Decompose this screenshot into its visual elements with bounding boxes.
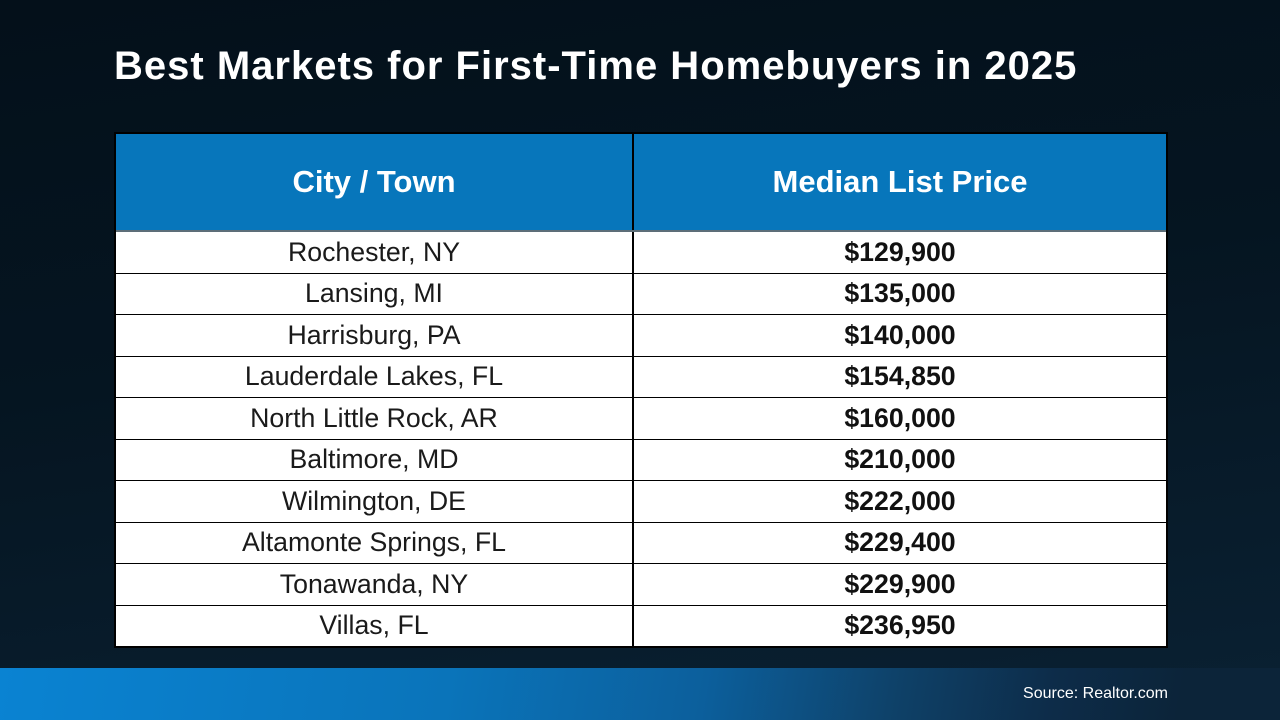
city-cell: Lauderdale Lakes, FL: [116, 356, 634, 397]
price-cell: $140,000: [844, 319, 956, 350]
table-row: Baltimore, MD $210,000: [116, 439, 1166, 481]
table-row: Tonawanda, NY $229,900: [116, 564, 1166, 606]
table-row: Altamonte Springs, FL $229,400: [116, 522, 1166, 564]
city-cell: Villas, FL: [116, 605, 634, 646]
column-header-city: City / Town: [116, 134, 634, 230]
city-cell: Baltimore, MD: [116, 439, 634, 480]
price-cell: $154,850: [844, 361, 956, 392]
city-cell: North Little Rock, AR: [116, 398, 634, 439]
price-cell: $129,900: [844, 236, 956, 267]
table-body: Rochester, NY $129,900 Lansing, MI $135,…: [116, 232, 1166, 646]
price-cell: $236,950: [844, 610, 956, 641]
price-cell: $222,000: [844, 485, 956, 516]
source-text: Source: Realtor.com: [1023, 685, 1168, 702]
table-row: Wilmington, DE $222,000: [116, 481, 1166, 523]
table-header-row: City / Town Median List Price: [116, 134, 1166, 232]
city-cell: Altamonte Springs, FL: [116, 522, 634, 563]
markets-table: City / Town Median List Price Rochester,…: [114, 132, 1168, 648]
page-title: Best Markets for First-Time Homebuyers i…: [114, 44, 1078, 88]
price-cell: $229,900: [844, 568, 956, 599]
city-cell: Tonawanda, NY: [116, 564, 634, 605]
table-row: Lauderdale Lakes, FL $154,850: [116, 356, 1166, 398]
city-cell: Rochester, NY: [116, 232, 634, 273]
footer-bar: Source: Realtor.com: [0, 668, 1280, 720]
price-cell: $135,000: [844, 278, 956, 309]
city-cell: Lansing, MI: [116, 273, 634, 314]
city-cell: Harrisburg, PA: [116, 315, 634, 356]
price-cell: $160,000: [844, 402, 956, 433]
table-row: Villas, FL $236,950: [116, 605, 1166, 646]
city-cell: Wilmington, DE: [116, 481, 634, 522]
price-cell: $229,400: [844, 527, 956, 558]
table-row: Rochester, NY $129,900: [116, 232, 1166, 274]
table-row: Lansing, MI $135,000: [116, 273, 1166, 315]
column-header-price: Median List Price: [772, 164, 1028, 199]
table-row: North Little Rock, AR $160,000: [116, 398, 1166, 440]
price-cell: $210,000: [844, 444, 956, 475]
table-row: Harrisburg, PA $140,000: [116, 315, 1166, 357]
